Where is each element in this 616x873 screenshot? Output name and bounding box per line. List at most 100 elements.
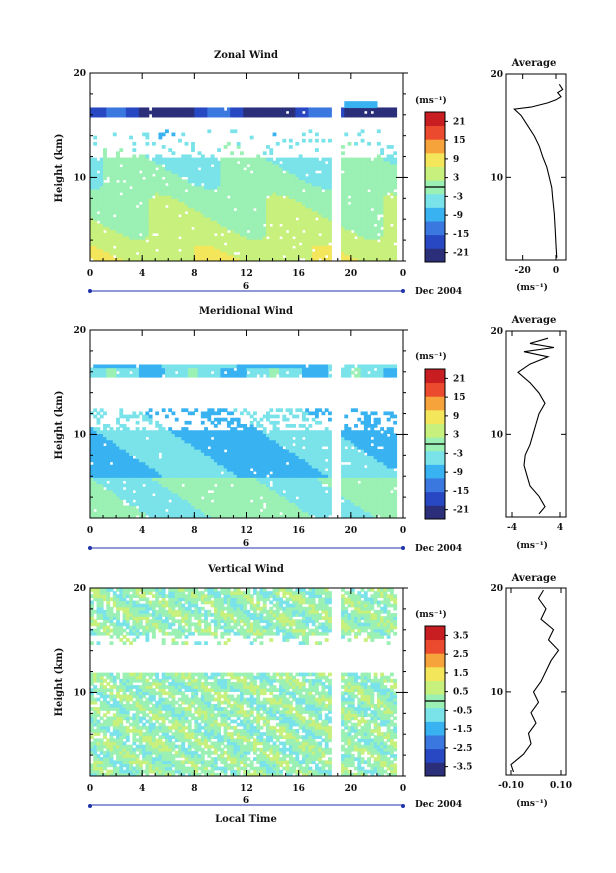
heatmap-cell — [311, 167, 316, 171]
heatmap-cell — [249, 179, 254, 184]
heatmap-cell — [200, 157, 205, 162]
heatmap-cell — [184, 220, 189, 224]
heatmap-cell — [220, 436, 225, 441]
heatmap-cell — [259, 163, 264, 168]
heatmap-cell — [207, 439, 212, 444]
heatmap-cell — [103, 254, 107, 259]
heatmap-cell — [135, 370, 140, 375]
heatmap-cell — [151, 480, 156, 485]
heatmap-cell — [207, 179, 212, 184]
heatmap-cell — [187, 514, 192, 518]
heatmap-cell — [142, 430, 147, 434]
heatmap-cell — [191, 511, 195, 516]
heatmap-cell — [119, 248, 124, 253]
heatmap-cell — [135, 239, 140, 243]
heatmap-cell — [129, 439, 133, 444]
heatmap-cell — [138, 458, 143, 463]
heatmap-cell — [200, 192, 205, 196]
heatmap-cell — [269, 235, 274, 240]
heatmap-cell — [253, 110, 257, 115]
heatmap-cell — [164, 201, 169, 206]
heatmap-cell — [96, 176, 101, 181]
heatmap-cell — [151, 179, 156, 184]
heatmap-cell — [142, 489, 147, 494]
heatmap-cell — [370, 251, 375, 256]
heatmap-cell — [132, 226, 137, 231]
heatmap-cell — [272, 170, 277, 174]
heatmap-cell — [178, 251, 182, 256]
heatmap-cell — [151, 229, 156, 234]
heatmap-cell — [236, 464, 241, 469]
heatmap-cell — [354, 107, 358, 112]
heatmap-cell — [132, 471, 137, 475]
heatmap-cell — [347, 188, 352, 193]
heatmap-cell — [106, 251, 111, 256]
heatmap-cell — [367, 204, 371, 209]
heatmap-cell — [148, 480, 153, 485]
heatmap-cell — [171, 483, 176, 488]
heatmap-cell — [386, 113, 391, 118]
heatmap-cell — [282, 198, 287, 203]
heatmap-cell — [376, 257, 381, 261]
heatmap-cell — [161, 439, 166, 444]
heatmap-cell — [380, 170, 385, 174]
heatmap-cell — [376, 242, 381, 246]
heatmap-cell — [93, 449, 98, 453]
heatmap-cell — [217, 408, 222, 413]
heatmap-cell — [217, 185, 222, 190]
heatmap-cell — [360, 104, 365, 109]
heatmap-cell — [168, 167, 173, 171]
heatmap-cell — [259, 239, 264, 243]
heatmap-cell — [262, 195, 267, 199]
heatmap-cell — [210, 367, 215, 372]
heatmap-cell — [236, 235, 241, 240]
heatmap-cell — [132, 192, 137, 196]
heatmap-cell — [164, 254, 169, 259]
heatmap-cell — [112, 226, 117, 231]
heatmap-cell — [168, 229, 173, 234]
heatmap-cell — [103, 195, 107, 199]
heatmap-cell — [106, 511, 111, 516]
heatmap-cell — [125, 226, 130, 231]
heatmap-cell — [223, 198, 228, 203]
heatmap-cell — [200, 188, 205, 193]
heatmap-cell — [197, 474, 202, 478]
heatmap-cell — [164, 223, 169, 228]
heatmap-cell — [226, 210, 231, 215]
heatmap-cell — [279, 257, 283, 261]
heatmap-cell — [311, 245, 316, 250]
heatmap-cell — [239, 182, 244, 187]
heatmap-cell — [249, 110, 254, 115]
heatmap-cell — [301, 245, 306, 250]
heatmap-cell — [142, 229, 147, 234]
heatmap-cell — [181, 257, 186, 261]
heatmap-cell — [132, 452, 137, 456]
heatmap-cell — [174, 489, 179, 494]
heatmap-cell — [243, 499, 248, 503]
heatmap-cell — [129, 436, 133, 441]
heatmap-cell — [116, 167, 120, 171]
heatmap-cell — [295, 176, 300, 181]
heatmap-cell — [148, 251, 153, 256]
heatmap-cell — [197, 458, 202, 463]
heatmap-cell — [103, 458, 107, 463]
heatmap-cell — [96, 486, 101, 491]
heatmap-cell — [187, 235, 192, 240]
heatmap-cell — [328, 239, 332, 243]
heatmap-cell — [239, 424, 244, 428]
heatmap-cell — [112, 217, 117, 221]
heatmap-cell — [207, 433, 212, 438]
heatmap-cell — [308, 129, 313, 134]
heatmap-cell — [174, 179, 179, 184]
heatmap-cell — [226, 411, 231, 416]
heatmap-cell — [148, 483, 153, 488]
heatmap-cell — [158, 505, 163, 510]
heatmap-cell — [243, 458, 248, 463]
heatmap-cell — [116, 427, 120, 431]
heatmap-cell — [272, 173, 277, 177]
heatmap-cell — [383, 192, 388, 196]
heatmap-cell — [217, 433, 222, 438]
heatmap-cell — [161, 464, 166, 469]
heatmap-cell — [243, 229, 248, 234]
heatmap-cell — [210, 242, 215, 246]
